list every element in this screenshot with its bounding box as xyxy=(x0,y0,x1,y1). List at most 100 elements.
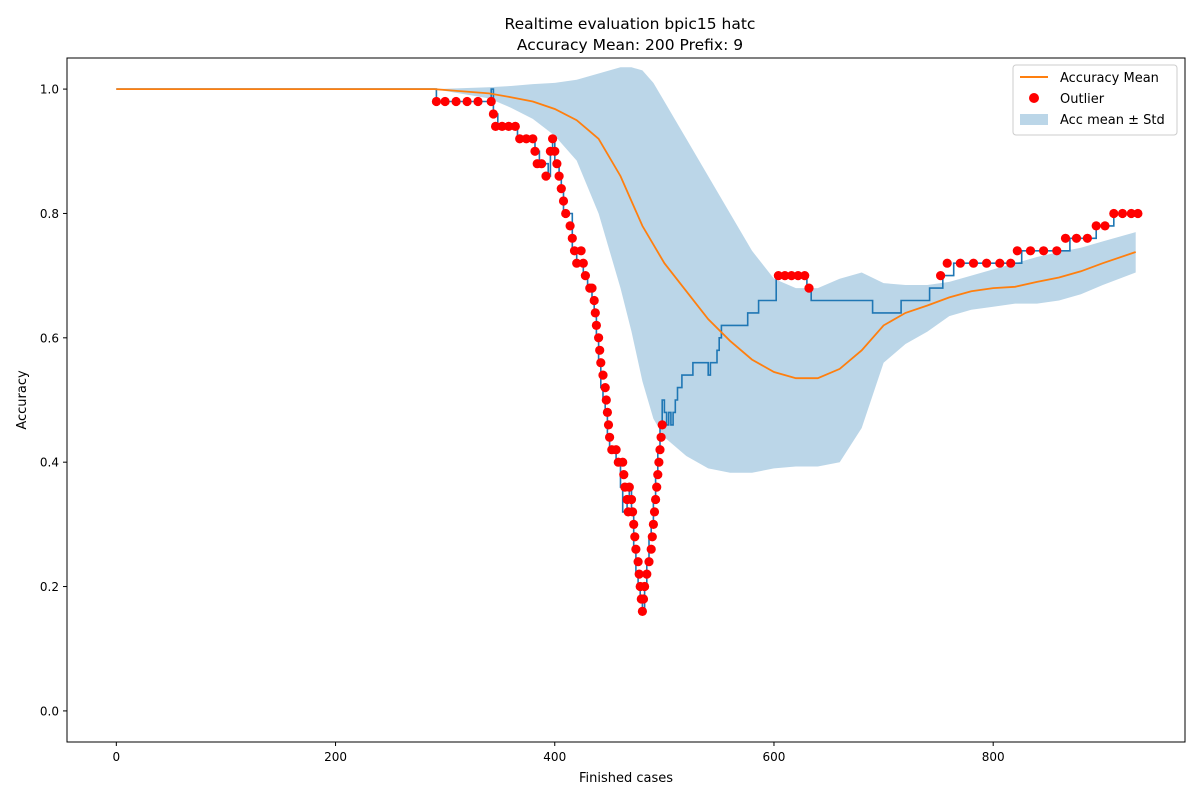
y-tick-label: 0.4 xyxy=(40,456,59,470)
x-tick-label: 0 xyxy=(113,750,121,764)
outlier-point xyxy=(1025,246,1036,256)
outlier-point xyxy=(651,494,661,505)
outlier-point xyxy=(596,358,606,368)
outlier-point xyxy=(657,420,667,430)
x-tick-label: 400 xyxy=(543,750,566,764)
outlier-point xyxy=(515,134,525,144)
outlier-point xyxy=(556,184,566,194)
outlier-point xyxy=(587,283,597,293)
outlier-point xyxy=(642,569,652,579)
plot-frame xyxy=(66,57,1186,743)
outlier-point xyxy=(451,96,461,107)
outlier-point xyxy=(942,258,952,268)
outlier-point xyxy=(640,581,650,592)
outlier-point xyxy=(440,96,450,107)
y-tick-label: 0.8 xyxy=(40,207,59,221)
outlier-point xyxy=(567,233,577,243)
legend-band-swatch xyxy=(1020,114,1048,125)
outlier-point xyxy=(504,121,514,131)
outlier-point xyxy=(646,544,656,554)
legend: Accuracy Mean Outlier Acc mean ± Std xyxy=(1012,64,1178,136)
y-tick-label: 0.0 xyxy=(40,704,59,718)
x-tick-label: 200 xyxy=(324,750,347,764)
outlier-point xyxy=(462,96,472,107)
outlier-point xyxy=(655,445,665,455)
legend-band-label: Acc mean ± Std xyxy=(1060,113,1165,128)
outlier-point xyxy=(521,134,531,144)
outlier-point xyxy=(647,532,657,542)
x-tick-label: 600 xyxy=(763,750,786,764)
outlier-point xyxy=(488,109,498,119)
outlier-point xyxy=(600,383,610,393)
outlier-point xyxy=(649,507,660,517)
outlier-point xyxy=(773,271,784,281)
outlier-point xyxy=(936,271,946,281)
legend-mean-label: Accuracy Mean xyxy=(1060,71,1159,86)
outlier-point xyxy=(554,171,564,181)
y-tick-label: 0.2 xyxy=(40,580,59,594)
outlier-point xyxy=(537,159,547,169)
legend-box xyxy=(1012,64,1178,136)
chart-subtitle: Accuracy Mean: 200 Prefix: 9 xyxy=(517,36,743,54)
outlier-point xyxy=(565,221,575,231)
outlier-point xyxy=(578,258,588,268)
outlier-point xyxy=(595,345,605,355)
outlier-point xyxy=(995,258,1005,268)
legend-outlier-swatch xyxy=(1029,93,1039,103)
outlier-point xyxy=(780,271,790,281)
outlier-point xyxy=(572,258,582,268)
outlier-point xyxy=(648,519,659,530)
outlier-point xyxy=(598,370,608,380)
outlier-point xyxy=(633,557,643,567)
outlier-point xyxy=(473,96,483,107)
outlier-point xyxy=(1133,208,1143,219)
outlier-point xyxy=(800,271,810,281)
outlier-point xyxy=(1091,221,1101,231)
outlier-point xyxy=(793,271,803,281)
y-tick-label: 1.0 xyxy=(40,83,59,97)
outlier-point xyxy=(1109,208,1119,219)
outlier-point xyxy=(605,432,615,442)
outlier-point xyxy=(968,258,979,268)
outlier-point xyxy=(561,208,571,219)
outlier-point xyxy=(656,432,666,442)
outlier-point xyxy=(804,283,814,293)
outlier-point xyxy=(1060,233,1071,243)
x-tick-label: 800 xyxy=(982,750,1005,764)
chart-title: Realtime evaluation bpic15 hatc xyxy=(505,15,756,33)
outlier-point xyxy=(652,482,662,492)
outlier-point xyxy=(637,606,648,617)
outlier-point xyxy=(589,295,599,306)
outlier-point xyxy=(576,246,586,256)
outlier-point xyxy=(653,470,663,480)
outlier-point xyxy=(530,146,540,156)
outlier-point xyxy=(569,246,580,256)
outlier-point xyxy=(630,532,640,542)
outlier-point xyxy=(611,445,621,455)
outlier-point xyxy=(548,134,558,144)
outlier-point xyxy=(590,308,600,318)
outlier-point xyxy=(486,96,496,107)
outlier-point xyxy=(1012,246,1022,256)
y-axis: 0.0 0.2 0.4 0.6 0.8 1.0 xyxy=(40,83,67,718)
outlier-point xyxy=(541,171,551,181)
outlier-point xyxy=(624,482,634,492)
x-axis: 0 200 400 600 800 xyxy=(113,742,1005,764)
outlier-point xyxy=(601,395,611,405)
outlier-point xyxy=(786,271,797,281)
outlier-point xyxy=(510,121,520,131)
outlier-point xyxy=(1100,221,1110,231)
outlier-point xyxy=(628,507,638,517)
std-band xyxy=(434,67,1136,473)
outlier-point xyxy=(528,134,538,144)
outlier-point xyxy=(558,196,569,206)
outlier-point xyxy=(497,121,507,131)
outlier-point xyxy=(591,320,602,330)
outlier-point xyxy=(626,494,637,505)
outlier-point xyxy=(603,420,614,430)
outlier-point xyxy=(955,258,965,268)
outlier-point xyxy=(594,333,604,343)
outlier-point xyxy=(629,519,639,530)
outlier-point xyxy=(431,96,441,107)
